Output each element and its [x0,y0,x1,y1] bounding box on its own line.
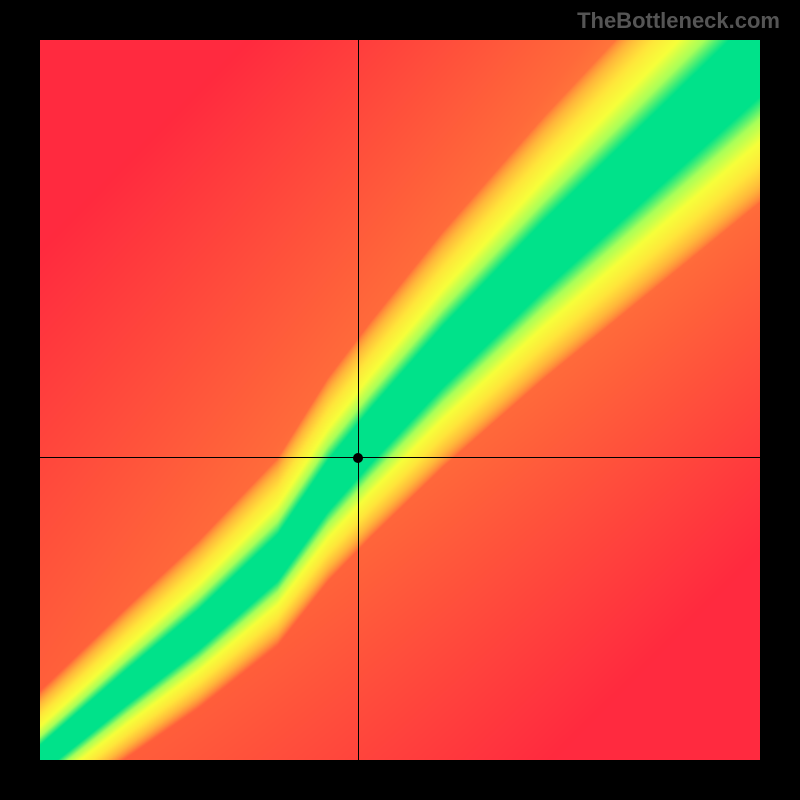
crosshair-horizontal [40,457,760,458]
heatmap-plot-area [40,40,760,760]
marker-dot [353,453,363,463]
heatmap-canvas [40,40,760,760]
crosshair-vertical [358,40,359,760]
watermark-text: TheBottleneck.com [577,8,780,34]
